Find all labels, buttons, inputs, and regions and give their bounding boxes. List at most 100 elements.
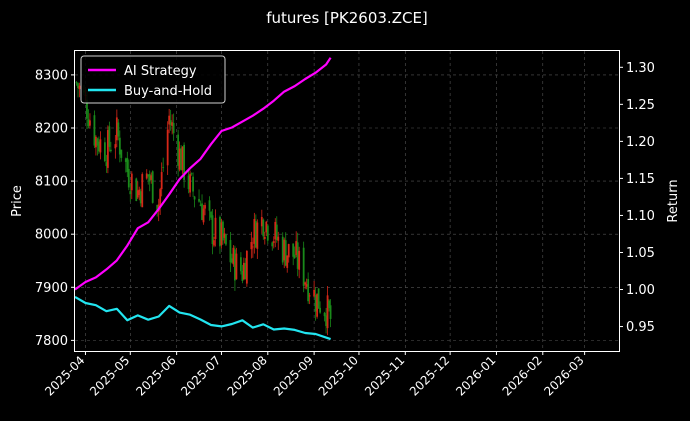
candle-body — [325, 315, 327, 327]
candle-body — [328, 300, 330, 308]
candle-body — [177, 134, 180, 166]
candle-body — [156, 204, 159, 211]
legend-box — [80, 55, 226, 104]
candle-body — [187, 175, 190, 190]
chart-title: futures [PK2603.ZCE] — [266, 9, 428, 27]
candle-body — [171, 122, 174, 127]
y-tick-label-left: 8300 — [35, 68, 68, 83]
legend-ai-strategy-label: AI Strategy — [124, 64, 197, 79]
candle-body — [307, 279, 310, 302]
candle-body — [115, 117, 118, 141]
y-tick-label-right: 1.25 — [626, 98, 655, 113]
buy-and-hold-line — [74, 295, 331, 341]
candle-body — [245, 250, 248, 284]
candle-body — [178, 148, 181, 170]
price-candles — [75, 80, 332, 336]
candle-body — [235, 253, 238, 280]
candle-body — [293, 254, 296, 259]
candle-body — [214, 217, 217, 239]
candle-body — [274, 221, 277, 240]
candle-body — [147, 174, 150, 177]
ai-strategy-line — [74, 57, 332, 291]
candle-body — [159, 189, 162, 206]
candle-body — [141, 174, 144, 208]
candle-body — [250, 242, 253, 250]
candle-body — [308, 295, 311, 297]
candle-body — [96, 138, 99, 146]
y-tick-label-left: 8100 — [35, 175, 68, 190]
plot-frame — [74, 50, 620, 352]
candle-body — [281, 236, 284, 263]
candle-body — [265, 221, 268, 233]
candle-body — [304, 282, 307, 285]
candle-body — [189, 174, 191, 193]
candle-body — [305, 284, 308, 287]
candle-body — [162, 167, 165, 168]
candle-body — [201, 203, 203, 220]
candle-body — [106, 130, 109, 168]
candle-body — [99, 139, 102, 153]
candle-body — [89, 120, 91, 126]
candle-body — [129, 191, 132, 195]
candle-body — [316, 293, 319, 317]
legend: AI Strategy Buy-and-Hold — [80, 55, 226, 104]
candle-body — [138, 189, 141, 196]
candle-body — [199, 204, 202, 206]
y-tick-label-right: 0.95 — [626, 320, 655, 335]
candle-body — [202, 208, 205, 223]
candle-body — [78, 85, 81, 90]
candle-body — [302, 247, 305, 286]
candle-body — [295, 241, 298, 255]
candle-body — [108, 126, 111, 147]
y-axis-label-right: Return — [666, 179, 681, 222]
candle-body — [127, 168, 130, 188]
candle-body — [126, 158, 129, 173]
candle-body — [148, 174, 151, 182]
y-tick-label-left: 8200 — [35, 121, 68, 136]
y-tick-label-left: 7800 — [35, 334, 68, 349]
candle-body — [256, 222, 259, 249]
legend-buy-and-hold-label: Buy-and-Hold — [124, 84, 212, 99]
candle-body — [86, 99, 88, 119]
candle-body — [244, 262, 247, 280]
candle-body — [242, 262, 245, 280]
candle-body — [181, 146, 184, 171]
y-tick-label-left: 7900 — [35, 281, 68, 296]
candle-body — [241, 270, 244, 281]
candle-body — [87, 119, 90, 127]
candle-body — [283, 239, 286, 261]
candle-body — [136, 190, 139, 198]
candle-body — [326, 295, 329, 329]
candle-body — [211, 215, 214, 244]
candle-body — [168, 115, 171, 125]
candle-body — [120, 149, 123, 158]
candle-body — [213, 240, 215, 246]
candle-body — [150, 175, 153, 180]
candle-body — [172, 122, 175, 134]
candle-body — [314, 295, 317, 312]
candle-body — [319, 307, 321, 313]
y-tick-label-right: 1.20 — [626, 135, 655, 150]
candle-body — [323, 312, 326, 317]
y-tick-label-right: 1.30 — [626, 61, 655, 76]
return-lines — [74, 57, 332, 341]
candle-body — [317, 288, 320, 309]
candle-body — [114, 144, 117, 149]
candle-body — [260, 216, 263, 227]
y-tick-label-right: 1.15 — [626, 172, 655, 187]
candle-body — [262, 219, 265, 237]
candle-body — [210, 211, 212, 218]
candle-body — [254, 220, 257, 248]
candle-body — [98, 141, 100, 152]
candle-body — [193, 196, 196, 200]
candle-body — [190, 173, 193, 175]
candle-body — [223, 233, 226, 238]
candle-body — [287, 244, 290, 258]
candle-body — [93, 115, 96, 146]
candle-body — [222, 221, 224, 241]
candle-body — [192, 176, 194, 192]
y-axis-label-left: Price — [10, 185, 25, 217]
candle-body — [225, 234, 227, 245]
candle-body — [220, 222, 223, 246]
